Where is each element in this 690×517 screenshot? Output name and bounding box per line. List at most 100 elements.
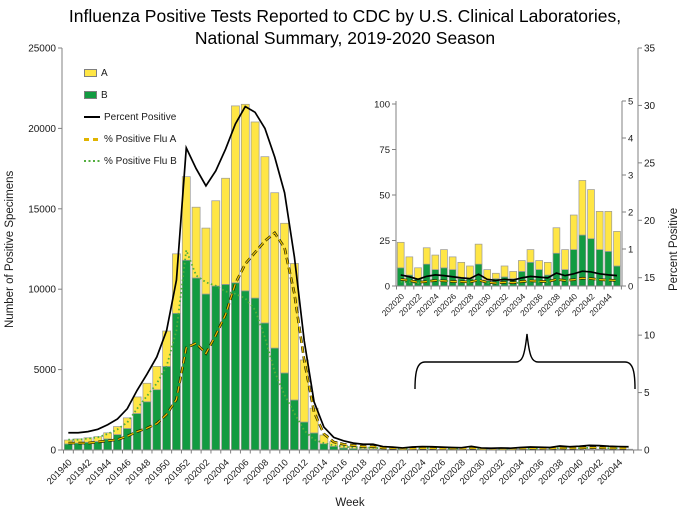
bar-flu-a — [578, 180, 587, 236]
tick-label: 15000 — [28, 204, 56, 215]
dashed-line-swatch-icon — [84, 137, 100, 141]
bar-flu-a — [240, 103, 250, 292]
title-line-1: Influenza Positive Tests Reported to CDC… — [68, 6, 622, 26]
x-axis-title: Week — [335, 497, 365, 509]
flu-b-swatch-icon — [84, 91, 97, 99]
bar-flu-b — [63, 443, 73, 451]
bar-flu-a — [518, 260, 526, 272]
bar-flu-a — [483, 269, 491, 281]
bar-flu-a — [613, 231, 621, 267]
tick-label: 5 — [644, 388, 650, 399]
legend-label: % Positive Flu B — [104, 155, 177, 167]
bar-flu-b — [290, 399, 299, 451]
tick-label: 100 — [374, 100, 390, 111]
line-percent-positive-flu-b — [400, 278, 618, 285]
bar-flu-a — [474, 243, 483, 265]
dotted-line-swatch-icon — [84, 160, 100, 162]
tick-label: 5 — [628, 97, 633, 108]
bar-flu-a — [457, 261, 466, 280]
bar-flu-a — [509, 271, 517, 280]
tick-label: 0 — [50, 446, 56, 457]
line-percent-positive-flu-a — [400, 277, 618, 284]
bar-flu-a — [448, 256, 457, 270]
inset-region-brace — [414, 333, 636, 390]
legend-item-flu-a: A — [84, 62, 177, 84]
bar-flu-b — [561, 269, 569, 287]
tick-label: 0 — [644, 446, 650, 457]
bar-flu-a — [561, 249, 569, 270]
bar-flu-b — [280, 372, 289, 451]
bar-flu-a — [405, 256, 414, 276]
bar-flu-a — [142, 382, 152, 403]
bar-flu-a — [492, 272, 500, 280]
bar-flu-b — [122, 428, 132, 451]
tick-label: 2 — [628, 208, 633, 219]
chart-legend: A B Percent Positive % Positive Flu A % … — [84, 62, 177, 172]
bar-flu-b — [270, 347, 280, 451]
legend-item-percent-positive: Percent Positive — [84, 106, 177, 128]
legend-label: % Positive Flu A — [104, 133, 177, 145]
bar-flu-a — [103, 432, 113, 440]
tick-label: 75 — [379, 145, 390, 156]
bar-flu-b — [299, 421, 309, 451]
bar-flu-a — [595, 211, 604, 250]
bar-flu-b — [231, 282, 240, 451]
legend-label: Percent Positive — [104, 111, 177, 123]
tick-label: 15 — [644, 273, 656, 284]
tick-label: 0 — [385, 282, 390, 293]
bar-flu-b — [201, 293, 211, 451]
legend-item-flu-b: B — [84, 84, 177, 106]
bar-flu-b — [431, 269, 440, 287]
title-line-2: National Summary, 2019-2020 Season — [194, 28, 496, 48]
tick-label: 1 — [628, 245, 633, 256]
bar-flu-a — [221, 177, 230, 285]
bar-flu-a — [270, 192, 280, 349]
bar-flu-a — [132, 396, 142, 414]
bar-flu-a — [191, 206, 201, 279]
bar-flu-a — [414, 267, 422, 280]
bar-flu-a — [587, 189, 595, 240]
bar-flu-b — [181, 259, 191, 451]
bar-flu-a — [181, 176, 191, 261]
bar-flu-a — [211, 200, 221, 287]
bar-flu-a — [604, 211, 613, 252]
bar-flu-a — [422, 247, 431, 265]
bar-flu-a — [231, 105, 240, 284]
tick-label: 10 — [644, 331, 656, 342]
bar-flu-b — [440, 267, 448, 287]
bar-flu-b — [250, 297, 260, 451]
line-percent-positive — [68, 105, 629, 450]
bar-flu-a — [440, 249, 448, 269]
tick-label: 35 — [644, 44, 656, 55]
bar-flu-b — [211, 285, 221, 451]
legend-label: B — [101, 89, 108, 101]
legend-item-percent-flu-a: % Positive Flu A — [84, 128, 177, 150]
inset-chart: 0255075100012345202020202022202024202026… — [374, 97, 633, 318]
page-title: Influenza Positive Tests Reported to CDC… — [0, 5, 690, 49]
bar-flu-b — [329, 445, 339, 451]
bar-flu-a — [396, 241, 405, 269]
bar-flu-a — [431, 254, 440, 270]
tick-label: 30 — [644, 101, 656, 112]
bar-flu-a — [113, 426, 122, 435]
bar-flu-a — [280, 222, 289, 374]
y-axis-title-left: Number of Positive Specimens — [4, 170, 16, 328]
tick-label: 25 — [379, 236, 390, 247]
bar-flu-a — [201, 227, 211, 295]
legend-label: A — [101, 67, 108, 79]
tick-label: 25000 — [28, 44, 56, 55]
solid-line-swatch-icon — [84, 116, 100, 118]
bar-flu-a — [535, 260, 543, 270]
bar-flu-b — [309, 432, 319, 451]
bar-flu-b — [240, 290, 250, 451]
tick-label: 20 — [644, 216, 656, 227]
inset-chart-bars — [396, 180, 621, 287]
tick-label: 20000 — [28, 124, 56, 135]
tick-label: 3 — [628, 171, 633, 182]
bar-flu-a — [250, 121, 260, 299]
tick-label: 50 — [379, 191, 390, 202]
bar-flu-b — [113, 434, 122, 451]
tick-label: 4 — [628, 134, 633, 145]
